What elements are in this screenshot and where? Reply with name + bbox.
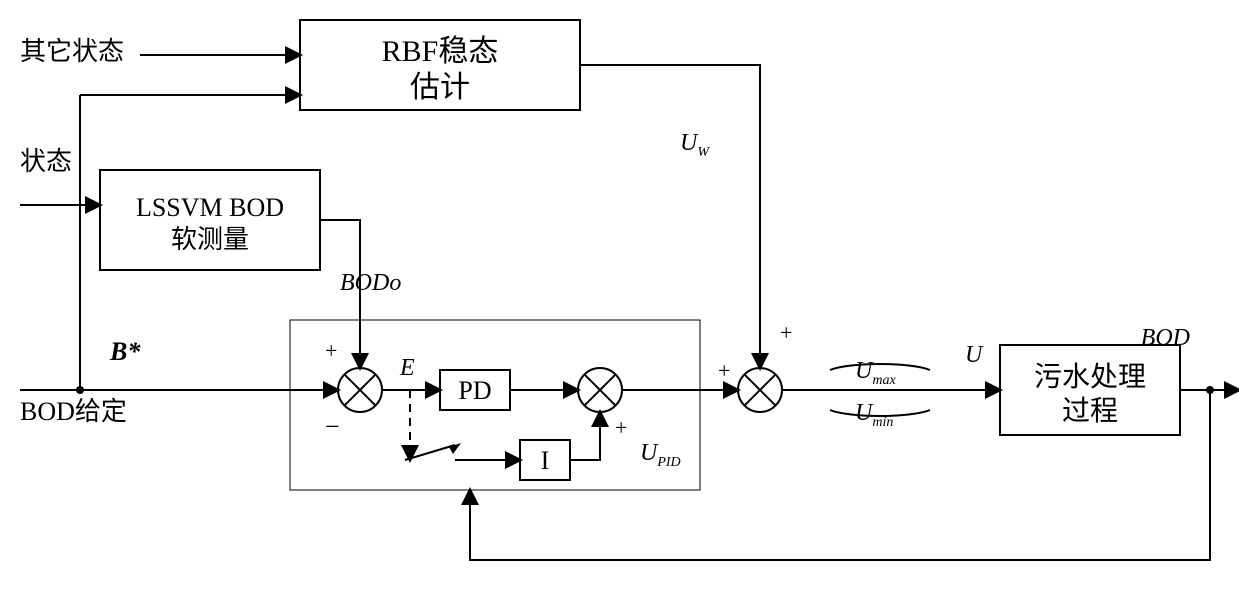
svg-text:UPID: UPID (640, 440, 681, 470)
svg-text:Umax: Umax (855, 358, 896, 388)
svg-text:BOD: BOD (1141, 325, 1190, 351)
svg-text:−: − (325, 412, 340, 441)
svg-text:+: + (325, 338, 337, 363)
svg-text:过程: 过程 (1062, 395, 1118, 427)
svg-text:UW: UW (680, 130, 710, 160)
svg-text:BOD给定: BOD给定 (20, 397, 127, 426)
svg-text:U: U (965, 342, 984, 368)
svg-text:其它状态: 其它状态 (20, 37, 124, 66)
svg-text:I: I (541, 446, 550, 475)
svg-text:LSSVM BOD: LSSVM BOD (136, 193, 284, 222)
svg-text:RBF稳态: RBF稳态 (382, 35, 499, 68)
svg-text:PD: PD (458, 376, 491, 405)
svg-text:Umin: Umin (855, 400, 893, 430)
svg-text:E: E (399, 355, 415, 381)
svg-text:+: + (780, 320, 792, 345)
svg-text:状态: 状态 (20, 147, 72, 176)
svg-text:污水处理: 污水处理 (1034, 361, 1146, 393)
svg-text:软测量: 软测量 (171, 225, 249, 254)
svg-text:BODo: BODo (340, 270, 401, 296)
svg-text:+: + (718, 358, 730, 383)
block-diagram: RBF稳态估计 LSSVM BOD 软测量 PD I 污水处理过程 + − + + + 其它状态状态 B… (0, 0, 1239, 607)
svg-text:B*: B* (109, 337, 141, 366)
svg-text:+: + (615, 415, 627, 440)
svg-text:估计: 估计 (410, 71, 470, 104)
